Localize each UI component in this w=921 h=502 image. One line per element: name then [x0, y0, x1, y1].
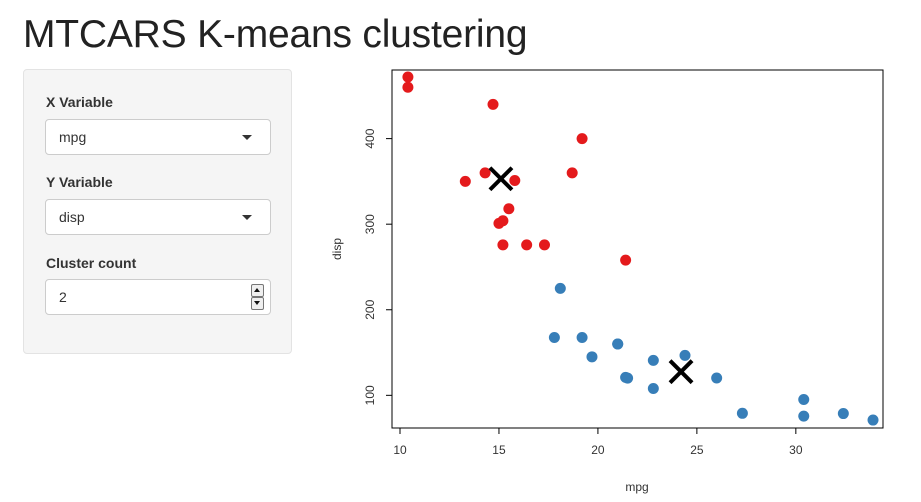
data-point — [402, 81, 414, 93]
data-point — [503, 203, 515, 215]
data-point — [521, 239, 533, 251]
data-point — [798, 394, 810, 406]
x-axis-label: mpg — [625, 480, 648, 494]
data-point — [736, 407, 748, 419]
data-point — [576, 331, 588, 343]
data-point — [566, 167, 578, 179]
x-tick-label: 15 — [492, 443, 506, 457]
data-point — [493, 217, 505, 229]
page-title: MTCARS K-means clustering — [23, 13, 528, 56]
increment-icon[interactable] — [251, 284, 264, 297]
y-tick-label: 300 — [363, 214, 377, 234]
cluster-center-marker — [488, 166, 514, 192]
data-point — [479, 167, 491, 179]
y-variable-select[interactable]: disp — [45, 199, 271, 235]
chevron-down-icon — [242, 135, 252, 140]
data-point — [538, 239, 550, 251]
data-point — [497, 239, 509, 251]
data-point — [554, 282, 566, 294]
chevron-down-icon — [242, 215, 252, 220]
y-tick-label: 200 — [363, 299, 377, 319]
data-point — [612, 338, 624, 350]
data-point — [647, 354, 659, 366]
data-point — [647, 382, 659, 394]
data-point — [548, 331, 560, 343]
cluster-count-field — [45, 279, 271, 315]
y-axis: 100 200 300 400 — [363, 128, 392, 405]
cluster-count-label: Cluster count — [46, 255, 137, 271]
data-point — [622, 372, 634, 384]
cluster-count-spinner — [251, 284, 264, 310]
data-point — [509, 175, 521, 187]
decrement-icon[interactable] — [251, 297, 264, 310]
x-variable-select[interactable]: mpg — [45, 119, 271, 155]
x-axis: 10 15 20 25 30 — [393, 428, 803, 457]
data-point — [679, 349, 691, 361]
x-variable-label: X Variable — [46, 94, 113, 110]
y-variable-value: disp — [59, 209, 85, 225]
y-tick-label: 100 — [363, 385, 377, 405]
data-point — [867, 414, 879, 426]
centers-layer — [488, 166, 694, 385]
plot-frame — [391, 69, 884, 429]
data-point — [837, 408, 849, 420]
x-tick-label: 10 — [393, 443, 407, 457]
data-point — [402, 71, 414, 83]
x-tick-label: 25 — [690, 443, 704, 457]
data-point — [798, 410, 810, 422]
points-layer — [402, 71, 879, 426]
x-tick-label: 30 — [789, 443, 803, 457]
data-point — [711, 372, 723, 384]
cluster-center-marker — [668, 359, 694, 385]
data-point — [576, 133, 588, 145]
x-variable-value: mpg — [59, 129, 87, 145]
data-point — [586, 351, 598, 363]
sidebar-panel: X Variable mpg Y Variable disp Cluster c… — [23, 69, 292, 354]
scatter-plot-svg: 10 15 20 25 30 100 200 300 400 mpg disp — [330, 69, 884, 494]
y-tick-label: 400 — [363, 128, 377, 148]
y-variable-label: Y Variable — [46, 174, 113, 190]
cluster-count-input[interactable] — [47, 281, 237, 313]
data-point — [620, 254, 632, 266]
x-tick-label: 20 — [591, 443, 605, 457]
data-point — [487, 98, 499, 110]
data-point — [459, 175, 471, 187]
y-axis-label: disp — [330, 238, 344, 260]
cluster-plot: 10 15 20 25 30 100 200 300 400 mpg disp — [330, 60, 900, 500]
